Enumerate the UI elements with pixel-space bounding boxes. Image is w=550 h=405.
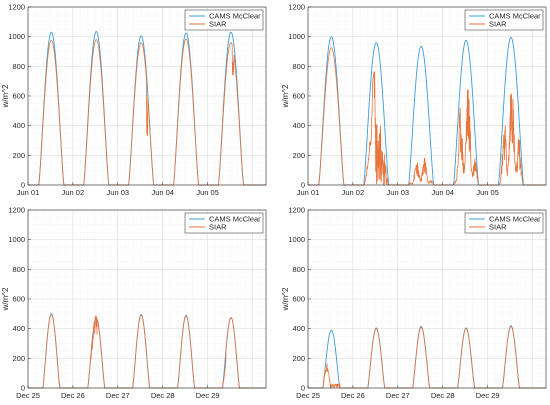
y-tick-label: 200 (12, 151, 25, 160)
y-axis-label: w/m^2 (281, 84, 290, 108)
y-tick-label: 1200 (8, 206, 25, 215)
x-tick-label: Jun 01 (17, 188, 40, 197)
x-tick-label: Jun 05 (476, 188, 499, 197)
y-tick-label: 600 (292, 92, 305, 101)
x-tick-label: Jun 03 (387, 188, 410, 197)
y-tick-label: 0 (21, 384, 25, 393)
legend-entry: CAMS McClear (489, 12, 541, 21)
legend-box (464, 212, 544, 234)
x-tick-label: Dec 25 (296, 391, 320, 400)
legend-entry: CAMS McClear (209, 12, 261, 21)
x-tick-label: Dec 26 (341, 391, 365, 400)
y-tick-label: 1000 (8, 32, 25, 41)
y-axis-label: w/m^2 (1, 84, 10, 108)
y-tick-label: 800 (12, 265, 25, 274)
y-tick-label: 800 (292, 265, 305, 274)
legend-box (184, 9, 264, 31)
legend-entry: CAMS McClear (209, 215, 261, 224)
legend-entry: SIAR (209, 20, 227, 29)
y-tick-label: 600 (12, 295, 25, 304)
chart-panel-top-right: 0 200 400 600 800 1000 1200 Jun 01 Jun 02 Jun 03 J… (281, 3, 547, 197)
y-tick-label: 0 (21, 181, 25, 190)
x-tick-label: Dec 29 (476, 391, 500, 400)
y-tick-label: 400 (292, 121, 305, 130)
y-tick-label: 400 (292, 324, 305, 333)
x-tick-label: Dec 28 (151, 391, 175, 400)
chart-panel-bottom-left: 0 200 400 600 800 1000 1200 Dec 25 Dec 26 Dec 27 D… (1, 206, 267, 400)
y-axis-label: w/m^2 (1, 287, 10, 311)
y-tick-label: 600 (292, 295, 305, 304)
legend-entry: CAMS McClear (489, 215, 541, 224)
y-tick-label: 1200 (288, 206, 305, 215)
y-tick-label: 200 (292, 354, 305, 363)
y-tick-label: 400 (12, 121, 25, 130)
x-tick-label: Dec 26 (61, 391, 85, 400)
x-tick-label: Jun 03 (107, 188, 130, 197)
x-tick-label: Jun 04 (431, 188, 454, 197)
y-tick-label: 200 (12, 354, 25, 363)
legend-entry: SIAR (489, 223, 507, 232)
y-tick-label: 0 (301, 384, 305, 393)
x-tick-label: Dec 28 (431, 391, 455, 400)
legend-box (464, 9, 544, 31)
legend-entry: SIAR (489, 20, 507, 29)
x-tick-label: Jun 04 (151, 188, 174, 197)
x-tick-label: Jun 02 (62, 188, 85, 197)
x-tick-label: Jun 05 (196, 188, 219, 197)
x-tick-label: Dec 27 (106, 391, 130, 400)
x-tick-label: Dec 25 (16, 391, 40, 400)
y-tick-label: 1000 (288, 235, 305, 244)
chart-panel-top-left: 0 200 400 600 800 1000 1200 Jun 01 Jun 02 Jun 03 J… (1, 3, 267, 197)
y-tick-label: 800 (12, 62, 25, 71)
x-tick-label: Dec 27 (386, 391, 410, 400)
x-tick-label: Jun 01 (297, 188, 320, 197)
y-tick-label: 1200 (8, 3, 25, 12)
x-tick-label: Dec 29 (196, 391, 220, 400)
y-tick-label: 1200 (288, 3, 305, 12)
y-tick-label: 1000 (288, 32, 305, 41)
y-tick-label: 0 (301, 181, 305, 190)
y-tick-label: 400 (12, 324, 25, 333)
y-tick-label: 200 (292, 151, 305, 160)
x-tick-label: Jun 02 (342, 188, 365, 197)
chart-panel-bottom-right: 0 200 400 600 800 1000 1200 Dec 25 Dec 26 Dec 27 D… (281, 206, 547, 400)
legend-box (184, 212, 264, 234)
y-tick-label: 1000 (8, 235, 25, 244)
y-tick-label: 600 (12, 92, 25, 101)
y-axis-label: w/m^2 (281, 287, 290, 311)
legend-entry: SIAR (209, 223, 227, 232)
y-tick-label: 800 (292, 62, 305, 71)
